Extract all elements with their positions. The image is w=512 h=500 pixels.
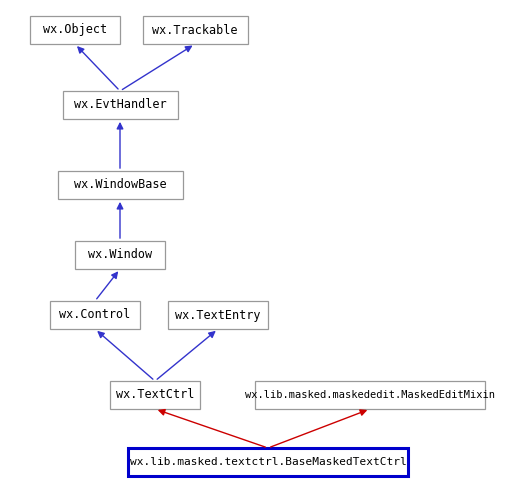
Text: wx.lib.masked.maskededit.MaskedEditMixin: wx.lib.masked.maskededit.MaskedEditMixin xyxy=(245,390,495,400)
Bar xyxy=(128,448,408,476)
Bar xyxy=(255,381,485,409)
Text: wx.WindowBase: wx.WindowBase xyxy=(74,178,166,192)
Bar xyxy=(50,301,140,329)
Text: wx.Trackable: wx.Trackable xyxy=(152,24,238,36)
Text: wx.Window: wx.Window xyxy=(88,248,152,262)
Bar xyxy=(75,241,165,269)
Bar xyxy=(57,171,182,199)
Text: wx.Object: wx.Object xyxy=(43,24,107,36)
Text: wx.EvtHandler: wx.EvtHandler xyxy=(74,98,166,112)
Text: wx.TextCtrl: wx.TextCtrl xyxy=(116,388,194,402)
Bar xyxy=(168,301,268,329)
Text: wx.Control: wx.Control xyxy=(59,308,131,322)
Text: wx.lib.masked.textctrl.BaseMaskedTextCtrl: wx.lib.masked.textctrl.BaseMaskedTextCtr… xyxy=(130,457,407,467)
Bar xyxy=(110,381,200,409)
Bar xyxy=(142,16,247,44)
Text: wx.TextEntry: wx.TextEntry xyxy=(175,308,261,322)
Bar xyxy=(30,16,120,44)
Bar xyxy=(62,91,178,119)
